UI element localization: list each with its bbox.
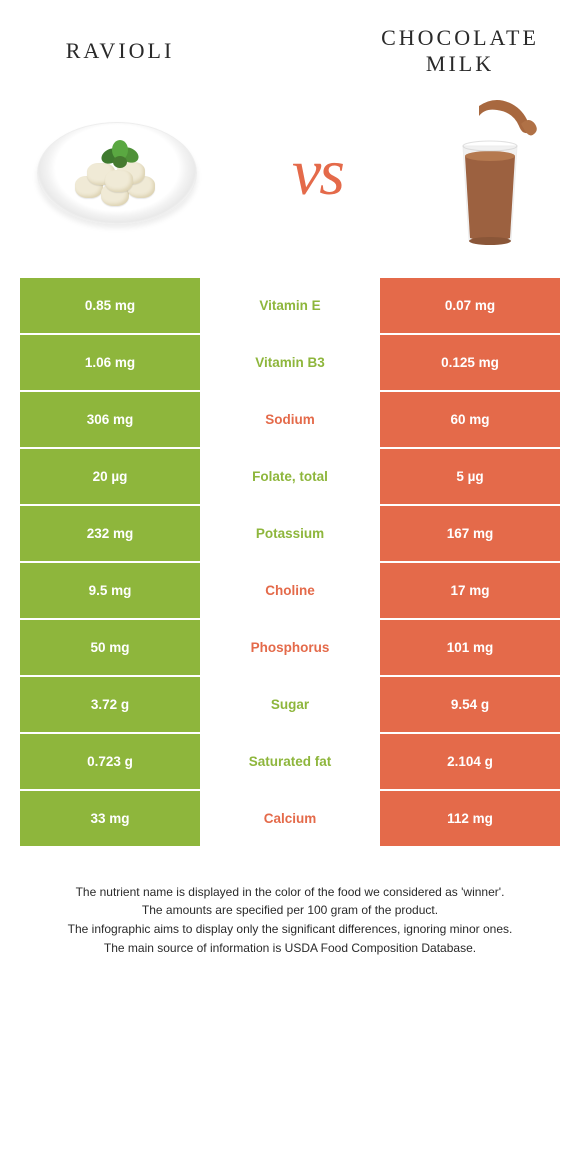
nutrient-name: Vitamin E: [200, 278, 380, 333]
right-value: 17 mg: [380, 563, 560, 618]
right-value: 0.07 mg: [380, 278, 560, 333]
left-value: 3.72 g: [20, 677, 200, 732]
right-value: 167 mg: [380, 506, 560, 561]
table-row: 232 mgPotassium167 mg: [20, 506, 560, 561]
nutrient-name: Vitamin B3: [200, 335, 380, 390]
comparison-table: 0.85 mgVitamin E0.07 mg1.06 mgVitamin B3…: [20, 278, 560, 846]
right-value: 0.125 mg: [380, 335, 560, 390]
table-row: 306 mgSodium60 mg: [20, 392, 560, 447]
title-right: Chocolate milk: [370, 25, 550, 78]
title-left: Ravioli: [30, 38, 210, 64]
nutrient-name: Sugar: [200, 677, 380, 732]
right-value: 60 mg: [380, 392, 560, 447]
table-row: 33 mgCalcium112 mg: [20, 791, 560, 846]
nutrient-name: Phosphorus: [200, 620, 380, 675]
nutrient-name: Folate, total: [200, 449, 380, 504]
footer-line: The amounts are specified per 100 gram o…: [35, 901, 545, 920]
ravioli-image: [35, 118, 200, 228]
table-row: 20 µgFolate, total5 µg: [20, 449, 560, 504]
vs-label: vs: [292, 135, 343, 211]
left-value: 1.06 mg: [20, 335, 200, 390]
table-row: 0.723 gSaturated fat2.104 g: [20, 734, 560, 789]
right-value: 5 µg: [380, 449, 560, 504]
left-value: 0.85 mg: [20, 278, 200, 333]
left-food-title: Ravioli: [30, 38, 210, 64]
basil-icon: [97, 140, 143, 174]
table-row: 3.72 gSugar9.54 g: [20, 677, 560, 732]
table-row: 9.5 mgCholine17 mg: [20, 563, 560, 618]
footer-line: The infographic aims to display only the…: [35, 920, 545, 939]
left-value: 306 mg: [20, 392, 200, 447]
left-value: 232 mg: [20, 506, 200, 561]
right-value: 2.104 g: [380, 734, 560, 789]
right-value: 9.54 g: [380, 677, 560, 732]
nutrient-name: Potassium: [200, 506, 380, 561]
footer-notes: The nutrient name is displayed in the co…: [0, 848, 580, 977]
nutrient-name: Sodium: [200, 392, 380, 447]
nutrient-name: Choline: [200, 563, 380, 618]
left-value: 20 µg: [20, 449, 200, 504]
nutrient-name: Saturated fat: [200, 734, 380, 789]
left-value: 9.5 mg: [20, 563, 200, 618]
table-row: 1.06 mgVitamin B30.125 mg: [20, 335, 560, 390]
footer-line: The main source of information is USDA F…: [35, 939, 545, 958]
left-value: 50 mg: [20, 620, 200, 675]
right-value: 112 mg: [380, 791, 560, 846]
image-row: vs: [0, 88, 580, 278]
header: Ravioli Chocolate milk: [0, 0, 580, 88]
table-row: 0.85 mgVitamin E0.07 mg: [20, 278, 560, 333]
right-food-title: Chocolate milk: [370, 25, 550, 78]
footer-line: The nutrient name is displayed in the co…: [35, 883, 545, 902]
chocolate-milk-image: [435, 98, 545, 248]
right-value: 101 mg: [380, 620, 560, 675]
table-row: 50 mgPhosphorus101 mg: [20, 620, 560, 675]
nutrient-name: Calcium: [200, 791, 380, 846]
left-value: 33 mg: [20, 791, 200, 846]
left-value: 0.723 g: [20, 734, 200, 789]
